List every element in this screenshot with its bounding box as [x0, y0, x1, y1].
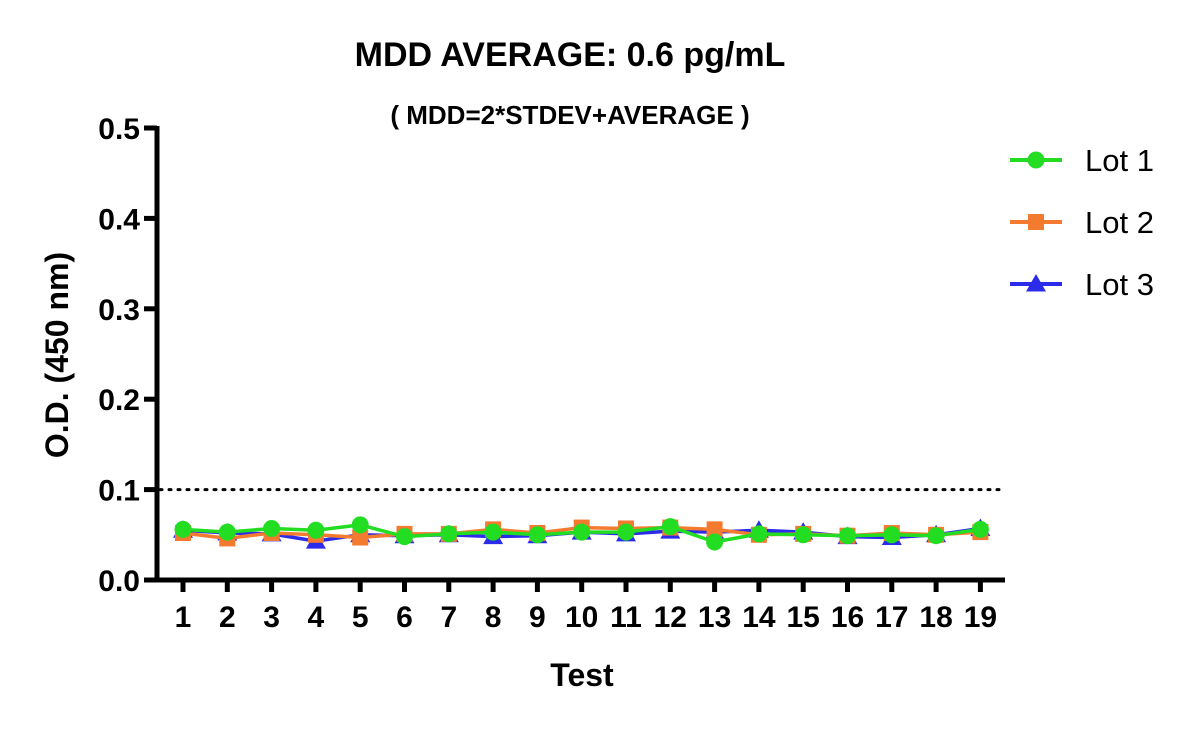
y-tick-label: 0.5: [98, 113, 140, 146]
x-tick-label: 18: [919, 601, 952, 634]
legend: Lot 1 Lot 2 Lot 3: [1010, 143, 1154, 302]
data-point: [484, 523, 502, 541]
data-point: [307, 521, 325, 539]
data-point: [263, 519, 281, 537]
y-tick-label: 0.1: [98, 475, 140, 508]
x-tick-label: 14: [742, 601, 776, 634]
y-tick-label: 0.0: [98, 565, 140, 598]
y-tick-label: 0.2: [98, 384, 140, 417]
data-point: [750, 525, 768, 543]
data-point: [396, 528, 413, 546]
x-tick-label: 16: [831, 601, 864, 634]
x-tick-label: 3: [263, 601, 280, 634]
legend-item: Lot 1: [1010, 143, 1154, 178]
x-tick-label: 19: [964, 601, 997, 634]
x-tick-label: 6: [396, 601, 413, 634]
data-point: [352, 529, 369, 546]
x-tick-label: 1: [175, 601, 192, 634]
x-tick-label: 15: [787, 601, 820, 634]
legend-marker-square: [1028, 214, 1044, 230]
y-axis-label: O.D. (450 nm): [39, 252, 75, 458]
data-point: [218, 523, 236, 541]
legend-marker-circle: [1027, 151, 1045, 169]
data-point: [839, 527, 856, 545]
legend-label: Lot 1: [1085, 143, 1154, 178]
chart-title: MDD AVERAGE: 0.6 pg/mL: [355, 36, 786, 74]
x-tick-label: 9: [529, 601, 546, 634]
x-tick-label: 4: [308, 601, 325, 634]
x-tick-label: 7: [440, 601, 457, 634]
data-point: [351, 516, 369, 534]
data-point: [573, 523, 591, 541]
data-point: [971, 520, 989, 538]
legend-label: Lot 3: [1085, 267, 1154, 302]
data-point: [661, 518, 679, 536]
chart-subtitle: ( MDD=2*STDEV+AVERAGE ): [390, 100, 749, 130]
x-tick-label: 10: [565, 601, 598, 634]
data-point: [927, 527, 945, 545]
data-point: [440, 525, 458, 543]
data-point: [174, 520, 192, 538]
y-tick-label: 0.4: [98, 203, 140, 236]
x-tick-label: 5: [352, 601, 369, 634]
x-tick-label: 2: [219, 601, 236, 634]
data-point: [706, 521, 723, 538]
series-lot-1: [174, 516, 989, 551]
data-point: [528, 526, 546, 544]
y-tick-label: 0.3: [98, 294, 140, 327]
data-point: [794, 526, 812, 544]
x-axis-label: Test: [550, 657, 614, 693]
data-point: [883, 526, 901, 544]
legend-label: Lot 2: [1085, 205, 1154, 240]
legend-marker-triangle: [1026, 274, 1046, 292]
legend-item: Lot 3: [1010, 267, 1154, 302]
data-point: [617, 523, 635, 541]
legend-item: Lot 2: [1010, 205, 1154, 240]
x-tick-label: 13: [698, 601, 731, 634]
plot-area: 0.00.10.20.30.40.51 2 3 4 5 6 7 8 9 10 11 12 13 14 15 1…: [98, 113, 1005, 634]
data-point: [706, 533, 724, 551]
x-tick-label: 12: [654, 601, 687, 634]
x-tick-label: 17: [875, 601, 908, 634]
x-tick-label: 8: [485, 601, 502, 634]
x-tick-label: 11: [610, 601, 642, 634]
